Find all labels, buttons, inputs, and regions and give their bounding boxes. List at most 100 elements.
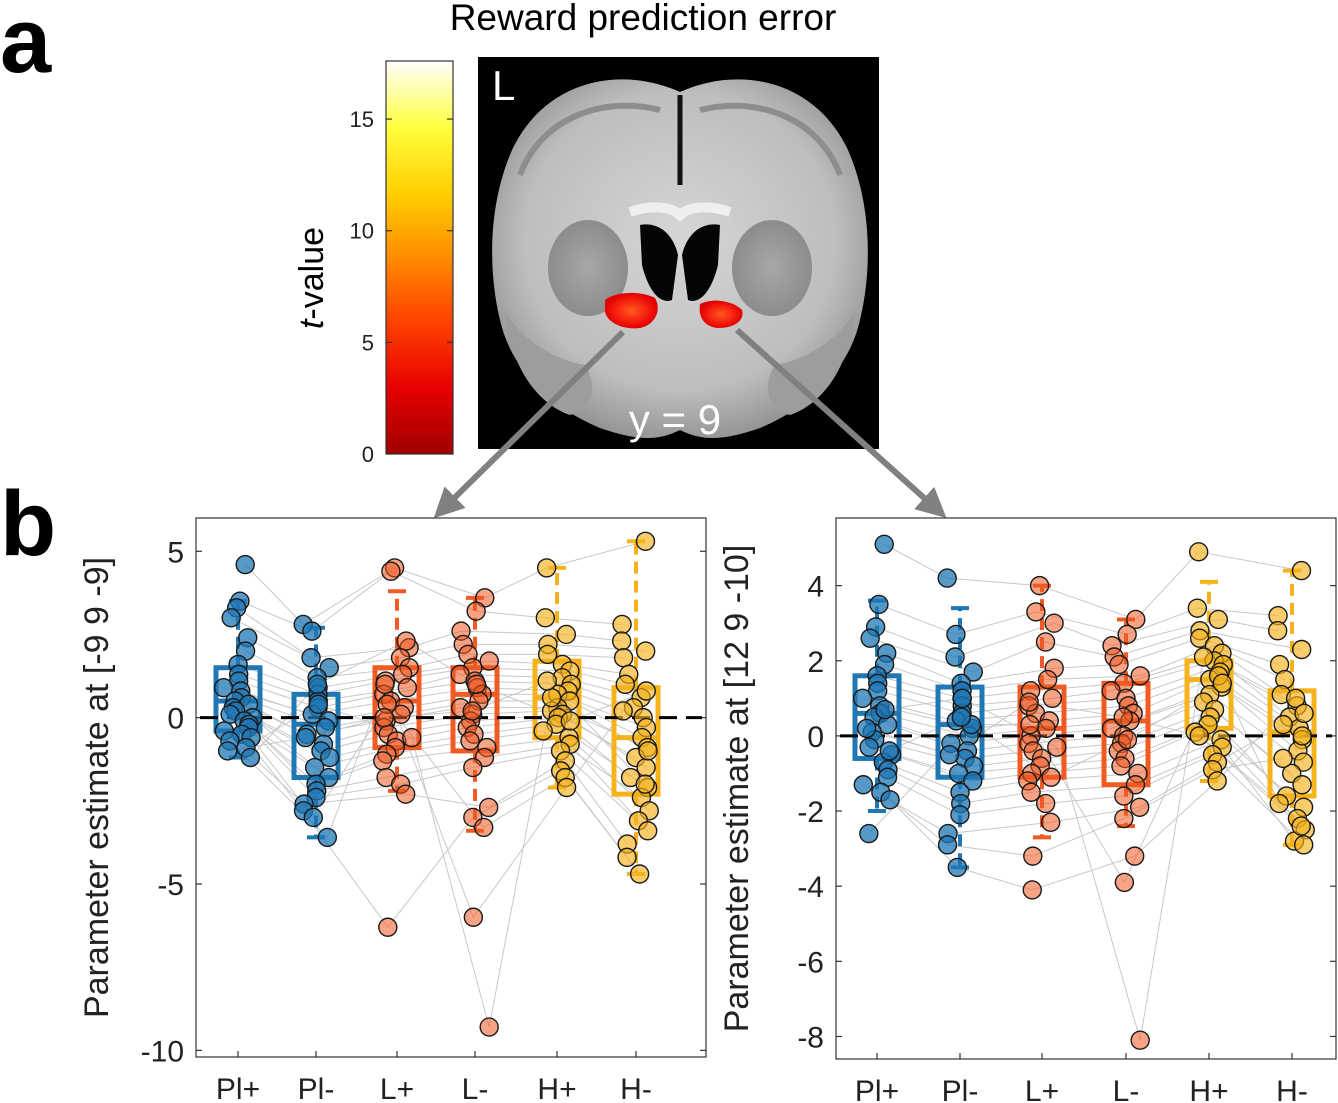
chart-left-roi: 5 0 -5 -10 Pl+ Pl- L+ L- H+ H- Parameter estimate … — [78, 517, 707, 1103]
pair-line — [1045, 795, 1124, 805]
pair-line — [1125, 664, 1224, 699]
data-point — [860, 628, 880, 648]
data-point — [221, 608, 241, 628]
pair-line — [247, 637, 318, 679]
pair-line — [1054, 664, 1120, 669]
data-point — [1041, 767, 1061, 787]
data-point — [374, 707, 394, 728]
data-point — [946, 624, 966, 645]
left-roi-arrow — [433, 329, 626, 519]
colorbar-ticks: 0 5 10 15 — [350, 107, 453, 467]
x-tick-label: L+ — [380, 1073, 414, 1103]
data-point — [937, 835, 958, 855]
data-point — [1026, 602, 1046, 622]
data-point — [1207, 771, 1227, 791]
pair-line — [236, 607, 312, 659]
right-roi-activation — [699, 300, 743, 328]
data-point — [217, 741, 238, 761]
pair-line — [1139, 656, 1205, 1041]
data-point — [635, 641, 656, 661]
pair-line — [489, 660, 563, 665]
pair-line — [317, 640, 407, 685]
pair-line — [400, 767, 473, 785]
data-point — [537, 671, 557, 691]
x-tick-label: H- — [1276, 1075, 1308, 1103]
pair-line — [1126, 607, 1198, 635]
data-point — [463, 757, 483, 778]
data-point — [396, 631, 416, 651]
data-point — [937, 568, 957, 588]
pair-line — [472, 710, 552, 715]
data-point — [1047, 737, 1067, 757]
data-point — [869, 594, 889, 615]
y-tick-label: -4 — [797, 871, 824, 904]
data-point — [560, 711, 581, 731]
pair-line — [411, 737, 490, 1028]
pair-line — [1053, 622, 1113, 647]
data-point — [1193, 647, 1214, 667]
data-point — [638, 741, 658, 761]
data-point — [533, 721, 553, 741]
data-point — [1117, 624, 1137, 645]
data-point — [1021, 782, 1041, 802]
y-tick-label: 0 — [167, 703, 184, 736]
data-point — [1291, 639, 1312, 660]
brain-cortex-folds — [517, 102, 843, 177]
data-point — [635, 774, 655, 794]
pair-line — [386, 704, 485, 828]
pair-line — [1137, 739, 1222, 774]
pair-line — [887, 769, 961, 804]
data-point — [402, 727, 422, 748]
data-point — [460, 731, 480, 751]
pair-line — [1197, 607, 1279, 617]
data-point — [612, 614, 632, 635]
data-point — [637, 821, 658, 841]
data-point — [303, 807, 324, 828]
data-point — [1111, 756, 1131, 776]
data-point — [1126, 609, 1146, 630]
data-point — [1117, 729, 1138, 750]
data-point — [1292, 775, 1312, 795]
data-point — [1294, 703, 1314, 724]
y-tick-label: 4 — [807, 571, 824, 604]
data-point — [307, 674, 328, 695]
x-tick-label: Pl- — [298, 1073, 335, 1103]
pair-line — [962, 697, 1058, 748]
data-point — [874, 534, 894, 554]
pair-line — [311, 647, 410, 659]
brain-slice-image: L y = 9 — [478, 57, 879, 449]
pair-line — [387, 817, 474, 928]
data-point — [853, 775, 874, 795]
data-point — [945, 647, 965, 667]
y-tick-label: 2 — [807, 646, 824, 679]
data-point — [1285, 688, 1306, 709]
y-tick-label: -8 — [797, 1021, 824, 1054]
pair-line — [467, 717, 559, 729]
data-point — [479, 651, 499, 671]
pair-line — [960, 791, 1032, 805]
data-point — [462, 701, 482, 721]
pair-line — [329, 657, 401, 669]
right-ventricle — [682, 224, 720, 301]
y-tick-label: -2 — [797, 796, 824, 829]
data-point — [950, 805, 970, 825]
pair-line — [303, 810, 389, 928]
pair-line — [484, 567, 547, 599]
hemisphere-label: L — [492, 62, 515, 109]
pair-line — [887, 776, 961, 816]
data-point — [952, 688, 972, 709]
pair-line — [880, 712, 970, 737]
chart-right-roi: 4 2 0 -2 -4 -6 -8 Pl+ Pl- L+ L- H+ H- Parameter estim… — [718, 517, 1337, 1103]
data-point — [466, 601, 486, 621]
pair-line — [889, 799, 958, 868]
data-point — [315, 717, 336, 738]
pair-line — [1056, 747, 1141, 1041]
data-point — [1113, 707, 1133, 727]
data-point — [1019, 692, 1039, 712]
data-point — [1022, 880, 1042, 900]
data-point — [378, 917, 398, 937]
data-point — [636, 681, 656, 701]
data-point — [1042, 688, 1063, 709]
data-point — [478, 797, 499, 818]
pair-line — [1032, 818, 1125, 857]
